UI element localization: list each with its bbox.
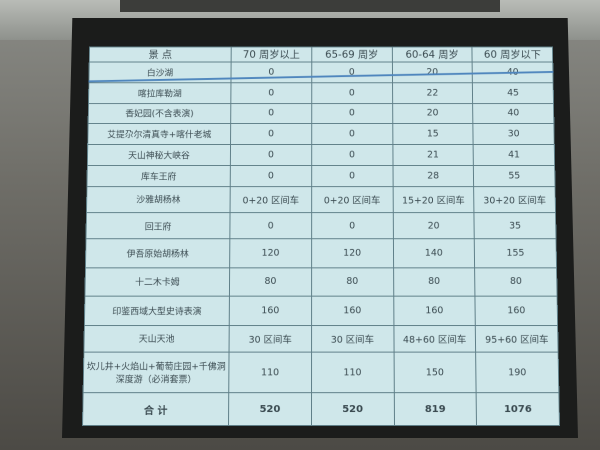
price-cell: 41: [473, 144, 555, 166]
price-cell: 0: [311, 123, 393, 145]
price-cell: 15: [392, 123, 474, 145]
price-cell: 190: [475, 351, 559, 393]
table-row: 印鉴西域大型史诗表演 160 160 160 160: [84, 296, 558, 326]
price-cell: 0: [311, 62, 393, 83]
price-cell: 80: [474, 267, 558, 297]
price-cell: 45: [472, 82, 554, 104]
ticket-price-table: 景 点 70 周岁以上 65-69 周岁 60-64 周岁 60 周岁以下 白沙湖 0 0 2…: [82, 46, 560, 426]
price-cell: 0: [311, 103, 393, 124]
scenic-spot-name: 库车王府: [86, 165, 231, 187]
price-cell: 0: [311, 212, 393, 240]
table-row: 艾提尕尔清真寺+喀什老城 0 0 15 30: [87, 123, 555, 145]
scenic-spot-name: 艾提尕尔清真寺+喀什老城: [87, 123, 231, 145]
header-age-group: 70 周岁以上: [231, 46, 312, 63]
price-cell: 160: [229, 296, 312, 326]
table-row: 库车王府 0 0 28 55: [86, 165, 556, 187]
price-cell: 160: [475, 296, 558, 326]
price-cell: 0+20 区间车: [311, 186, 393, 213]
scenic-spot-name: 十二木卡姆: [84, 267, 230, 297]
price-cell: 0: [311, 144, 393, 166]
scenic-spot-name: 天山神秘大峡谷: [87, 144, 231, 166]
price-cell: 155: [474, 239, 557, 268]
header-row: 景 点 70 周岁以上 65-69 周岁 60-64 周岁 60 周岁以下: [89, 46, 553, 63]
price-cell: 0+20 区间车: [230, 186, 312, 213]
price-cell: 30 区间车: [229, 325, 312, 352]
price-cell: 0: [311, 82, 393, 104]
price-cell: 120: [311, 239, 394, 268]
price-cell: 30: [473, 123, 555, 145]
scenic-spot-name: 回王府: [85, 212, 231, 240]
price-cell: 80: [393, 267, 476, 297]
scenic-spot-name: 印鉴西域大型史诗表演: [84, 296, 230, 326]
table-row: 喀拉库勒湖 0 0 22 45: [88, 82, 554, 104]
price-cell: 55: [473, 165, 556, 187]
total-cell: 520: [228, 392, 312, 426]
price-cell: 21: [392, 144, 474, 166]
price-cell: 20: [392, 103, 474, 124]
price-cell: 110: [311, 351, 394, 393]
price-cell: 22: [392, 82, 473, 104]
price-cell: 0: [230, 62, 312, 83]
price-cell: 160: [311, 296, 394, 326]
price-cell: 15+20 区间车: [392, 186, 475, 213]
scenic-spot-name: 伊吾原始胡杨林: [85, 239, 230, 268]
price-cell: 150: [393, 351, 477, 393]
price-cell: 30 区间车: [311, 325, 394, 352]
price-cell: 0: [230, 103, 312, 124]
price-cell: 95+60 区间车: [475, 325, 559, 352]
price-cell: 30+20 区间车: [473, 186, 556, 213]
table-row: 十二木卡姆 80 80 80 80: [84, 267, 558, 297]
header-age-group: 65-69 周岁: [311, 46, 392, 63]
price-cell: 80: [229, 267, 312, 297]
projected-table: 景 点 70 周岁以上 65-69 周岁 60-64 周岁 60 周岁以下 白沙湖 0 0 2…: [82, 46, 560, 427]
price-cell: 0: [229, 212, 312, 240]
price-cell: 40: [472, 103, 554, 124]
price-cell: 35: [474, 212, 557, 240]
table-row: 香妃园(不含表演) 0 0 20 40: [88, 103, 554, 124]
total-label: 合 计: [82, 392, 229, 426]
price-cell: 0: [311, 165, 393, 187]
table-row: 天山天池 30 区间车 30 区间车 48+60 区间车 95+60 区间车: [83, 325, 559, 352]
price-cell: 0: [230, 82, 312, 104]
price-cell: 0: [230, 165, 312, 187]
total-cell: 819: [393, 392, 477, 426]
scenic-spot-name: 沙雅胡杨林: [86, 186, 231, 213]
scenic-spot-name: 坎儿井+火焰山+葡萄庄园+千佛洞深度游（必消套票）: [83, 351, 230, 393]
table-row: 沙雅胡杨林 0+20 区间车 0+20 区间车 15+20 区间车 30+20 区间车: [86, 186, 556, 213]
scenic-spot-name: 喀拉库勒湖: [88, 82, 231, 104]
price-cell: 0: [230, 123, 312, 145]
price-cell: 20: [392, 212, 475, 240]
header-age-group: 60-64 周岁: [391, 46, 473, 63]
table-row: 回王府 0 0 20 35: [85, 212, 557, 240]
price-cell: 160: [393, 296, 476, 326]
scenic-spot-name: 香妃园(不含表演): [88, 103, 231, 124]
price-cell: 120: [229, 239, 312, 268]
price-cell: 140: [392, 239, 475, 268]
scenic-spot-name: 天山天池: [83, 325, 230, 352]
total-cell: 520: [311, 392, 394, 426]
price-cell: 110: [228, 351, 312, 393]
table-row: 坎儿井+火焰山+葡萄庄园+千佛洞深度游（必消套票） 110 110 150 190: [83, 351, 559, 393]
table-row: 天山神秘大峡谷 0 0 21 41: [87, 144, 555, 166]
header-scenic-spot: 景 点: [89, 46, 232, 63]
header-age-group: 60 周岁以下: [472, 46, 553, 63]
price-cell: 80: [311, 267, 394, 297]
projector-screen-housing: [120, 0, 500, 12]
price-cell: 0: [230, 144, 312, 166]
total-row: 合 计 520 520 819 1076: [82, 392, 560, 426]
price-cell: 48+60 区间车: [393, 325, 476, 352]
price-cell: 28: [392, 165, 474, 187]
table-row: 伊吾原始胡杨林 120 120 140 155: [85, 239, 557, 268]
total-cell: 1076: [476, 392, 560, 426]
